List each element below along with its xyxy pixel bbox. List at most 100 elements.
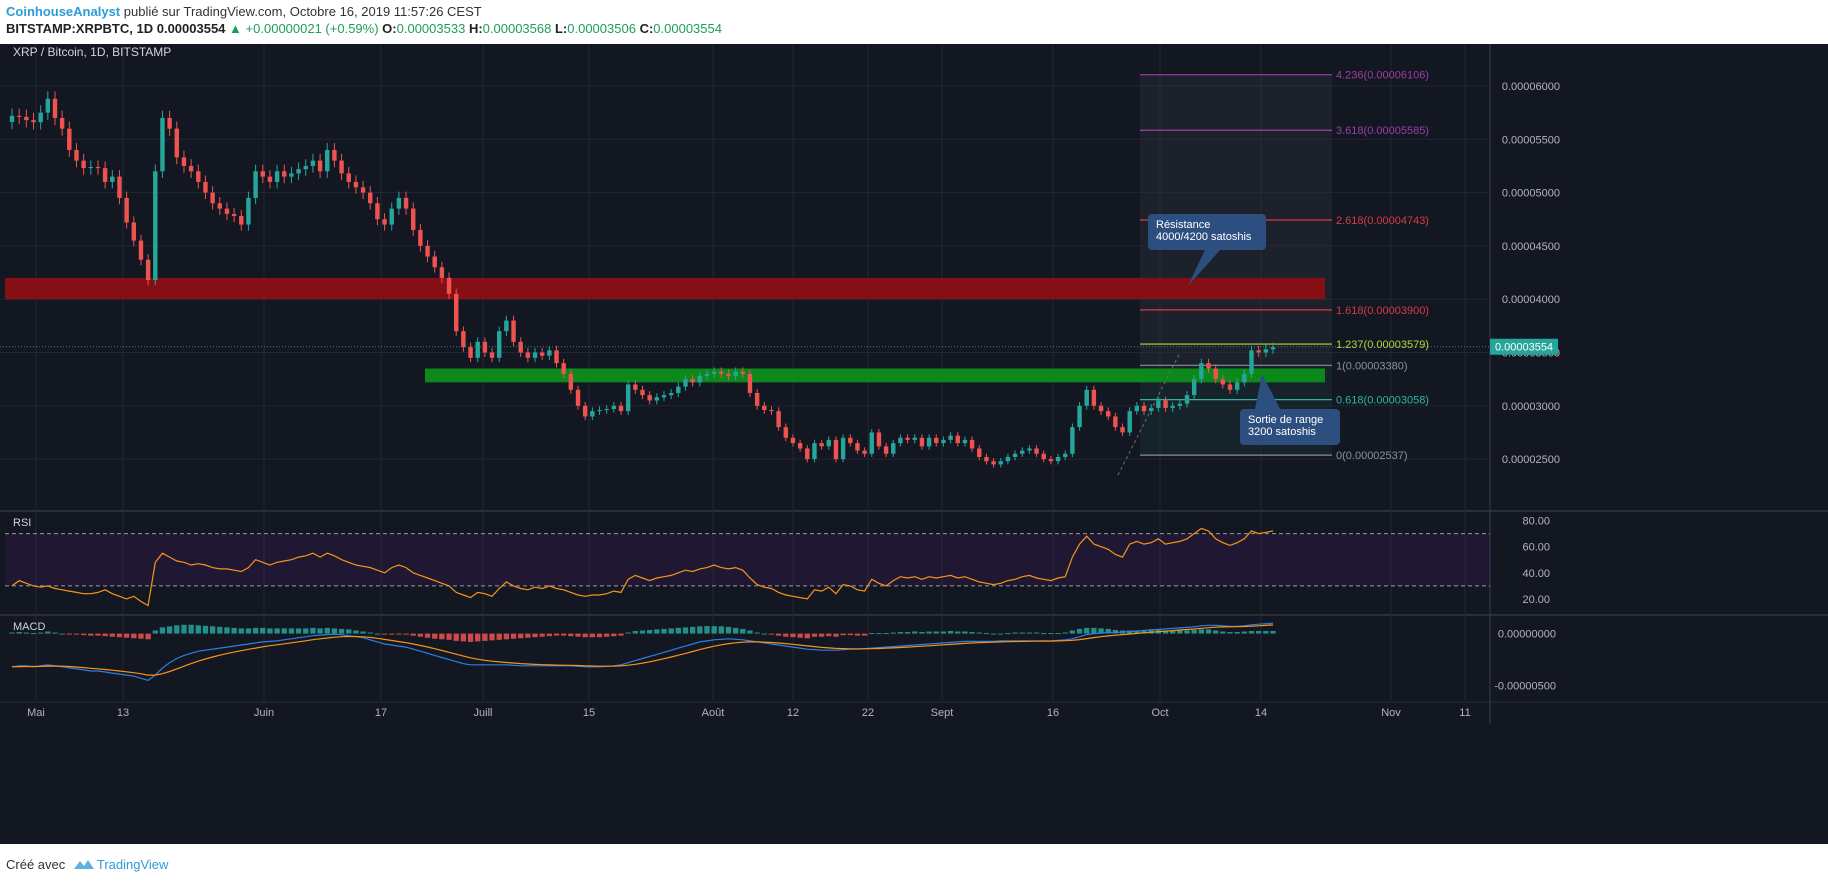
macd-histogram-bar [267,628,273,634]
candle-body [1120,427,1125,433]
x-tick-label: Oct [1151,707,1168,719]
macd-histogram-bar [1091,627,1097,634]
candle-body [883,446,889,454]
candle-body [812,443,817,460]
callout-text: Résistance [1156,219,1210,231]
macd-histogram-bar [532,633,538,638]
candle-body [1005,456,1011,462]
tradingview-link[interactable]: TradingView [96,857,169,872]
fib-level-label: 0(0.00002537) [1336,450,1408,462]
candle-body [769,410,774,412]
chart-canvas[interactable]: Mai 13 Juin 17 Juill 15 Août 12 22 Sept 16 Oct 14 Nov… [0,44,1828,844]
callout-pointer [1255,374,1280,409]
candle-body [1270,347,1276,350]
candle-body [1098,405,1104,412]
up-arrow-icon: ▲ [229,21,242,36]
macd-histogram-bar [962,631,968,634]
macd-histogram-bar [797,633,803,638]
macd-histogram-bar [102,633,108,637]
macd-histogram-bar [331,628,338,634]
macd-histogram-bar [1220,631,1226,634]
macd-histogram-bar [1033,632,1040,634]
candle-body [246,197,251,225]
candle-body [145,259,151,281]
candle-body [912,437,917,440]
fib-level-label: 3.618(0.00005585) [1336,125,1429,137]
macd-histogram-bar [582,633,588,638]
chart-header: CoinhouseAnalyst publié sur TradingView.… [0,0,1828,44]
macd-histogram-bar [1055,633,1061,635]
candle-body [719,371,724,374]
candle-body [52,98,58,118]
macd-histogram-bar [209,626,216,634]
macd-histogram-bar [933,631,939,634]
macd-histogram-bar [1184,630,1190,634]
macd-histogram-bar [761,633,767,635]
macd-histogram-bar [604,633,610,637]
x-tick-label: Juin [254,707,274,719]
candle-body [690,379,695,383]
candle-body [461,331,466,348]
macd-histogram-bar [52,632,58,634]
macd-histogram-bar [861,633,868,636]
macd-histogram-bar [1105,628,1111,634]
callout-box [1148,214,1266,250]
macd-histogram-bar [1162,630,1169,634]
rsi-band [5,533,1490,586]
macd-histogram-bar [317,628,323,634]
x-tick-label: Juill [474,707,493,719]
macd-histogram-bar [439,633,445,640]
candle-body [403,197,409,209]
candle-body [869,432,874,454]
change-value: +0.00000021 (+0.59%) [245,21,379,36]
candle-body [905,437,910,440]
macd-histogram-bar [1019,632,1025,634]
candle-body [833,439,839,460]
macd-histogram-bar [475,633,481,642]
macd-histogram-bar [1041,633,1047,635]
candle-body [188,165,194,172]
author-link[interactable]: CoinhouseAnalyst [6,4,121,19]
candle-body [547,350,552,356]
macd-histogram-bar [73,633,80,635]
candle-body [1191,379,1197,396]
macd-histogram-bar [360,631,366,634]
macd-histogram-bar [202,625,209,634]
callout-text: 4000/4200 satoshis [1156,231,1252,243]
macd-histogram-bar [912,631,918,634]
rsi-line [11,527,1274,607]
candle-body [998,461,1003,465]
macd-histogram-bar [955,631,961,634]
macd-histogram-bar [940,631,947,634]
candle-body [668,393,674,396]
close-label: C: [639,21,654,36]
macd-histogram-bar [1069,630,1076,634]
macd-histogram-bar [811,633,818,637]
candle-body [1063,453,1068,457]
macd-histogram-bar [1234,632,1240,634]
macd-histogram-bar [374,633,381,635]
macd-histogram-bar [725,626,732,634]
macd-histogram-bar [303,628,309,634]
candle-body [181,157,187,166]
last-price-badge [1490,338,1558,355]
candle-body [24,116,29,121]
chart-title: XRP / Bitcoin, 1D, BITSTAMP [13,45,171,59]
candle-body [941,439,946,444]
macd-tick-label: -0.00000500 [1494,681,1556,693]
macd-histogram-bar [245,628,252,634]
candle-body [1113,416,1118,428]
macd-histogram-bar [410,633,416,636]
candle-body [1199,363,1204,380]
candle-body [1163,400,1168,408]
candle-body [231,213,237,217]
candle-body [418,229,423,246]
high-label: H: [468,21,483,36]
candle-body [1012,453,1018,457]
x-tick-label: Sept [931,707,954,719]
candle-body [611,405,617,409]
candle-body [153,171,158,281]
candle-body [504,320,509,332]
macd-histogram-bar [575,633,581,637]
candle-body [389,208,394,225]
